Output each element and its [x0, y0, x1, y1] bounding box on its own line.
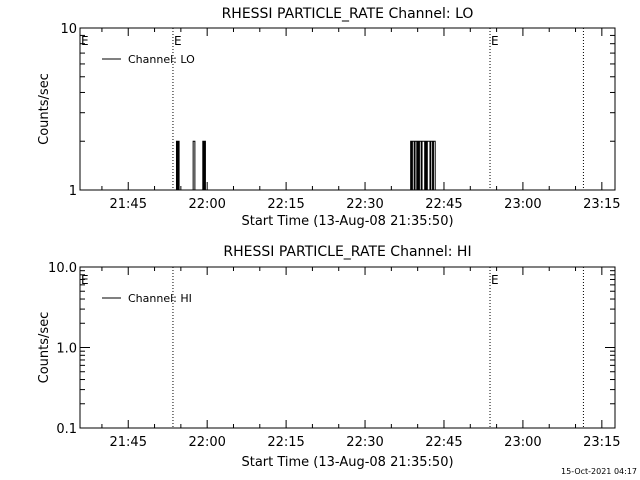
x-tick-label: 21:45: [110, 435, 147, 450]
y-axis-label: Counts/sec: [37, 312, 52, 384]
chart-title: RHESSI PARTICLE_RATE Channel: LO: [222, 6, 474, 22]
y-axis-label: Counts/sec: [37, 73, 52, 145]
y-tick-label: 1: [69, 184, 77, 199]
y-tick-label: 1.0: [56, 342, 77, 357]
x-tick-label: 22:45: [425, 435, 462, 450]
x-tick-label: 23:15: [583, 197, 620, 212]
event-marker-label: E: [491, 34, 499, 48]
left-event-marker-label: E: [81, 34, 89, 48]
y-tick-label: 10.0: [48, 261, 77, 276]
series-line: [175, 140, 437, 191]
chart-panel-2: RHESSI PARTICLE_RATE Channel: HI 21:45 22:…: [37, 244, 621, 470]
x-tick-label: 22:45: [425, 197, 462, 212]
chart-panel-1: RHESSI PARTICLE_RATE Channel: LO 21:45 22:…: [37, 6, 621, 229]
chart-title: RHESSI PARTICLE_RATE Channel: HI: [223, 244, 471, 260]
y-tick-label: 10: [60, 22, 77, 37]
x-tick-label: 22:30: [346, 197, 383, 212]
event-marker-label: E: [174, 34, 182, 48]
x-tick-label: 22:00: [188, 197, 225, 212]
x-tick-label: 23:15: [583, 435, 620, 450]
x-tick-label: 22:00: [188, 435, 225, 450]
x-tick-label: 22:15: [267, 197, 304, 212]
x-tick-label: 22:15: [267, 435, 304, 450]
generation-timestamp: 15-Oct-2021 04:17: [561, 467, 637, 476]
legend-label: Channel: HI: [128, 292, 192, 305]
event-marker-label: E: [491, 273, 499, 287]
legend-label: Channel: LO: [128, 53, 195, 66]
left-event-marker-label: E: [81, 273, 89, 287]
x-tick-label: 22:30: [346, 435, 383, 450]
x-tick-label: 23:00: [504, 197, 541, 212]
y-tick-label: 0.1: [56, 422, 77, 437]
x-axis-label: Start Time (13-Aug-08 21:35:50): [241, 214, 453, 229]
x-tick-label: 21:45: [110, 197, 147, 212]
x-tick-label: 23:00: [504, 435, 541, 450]
x-axis-label: Start Time (13-Aug-08 21:35:50): [241, 455, 453, 470]
